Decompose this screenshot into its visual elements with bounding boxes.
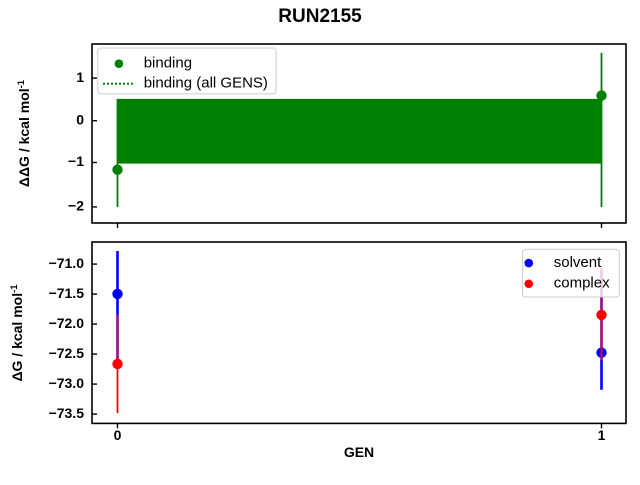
svg-text:−73.5: −73.5 [49, 405, 85, 421]
svg-text:solvent: solvent [554, 254, 602, 271]
svg-text:complex: complex [554, 275, 610, 292]
svg-text:1: 1 [598, 427, 606, 443]
svg-text:1: 1 [76, 69, 84, 85]
svg-text:0: 0 [76, 111, 84, 127]
svg-text:−72.5: −72.5 [49, 345, 85, 361]
svg-text:ΔΔG / kcal mol-1: ΔΔG / kcal mol-1 [16, 79, 32, 187]
svg-text:−2: −2 [68, 198, 84, 214]
svg-text:−72.0: −72.0 [49, 315, 85, 331]
svg-text:−73.0: −73.0 [49, 375, 85, 391]
svg-text:binding: binding [144, 55, 192, 72]
svg-text:ΔG / kcal mol-1: ΔG / kcal mol-1 [9, 284, 25, 382]
svg-text:−71.5: −71.5 [49, 285, 85, 301]
svg-text:binding (all GENS): binding (all GENS) [144, 75, 268, 92]
svg-text:GEN: GEN [344, 444, 374, 460]
svg-text:0: 0 [114, 427, 122, 443]
svg-text:−1: −1 [68, 153, 84, 169]
svg-text:−71.0: −71.0 [49, 255, 85, 271]
svg-text:RUN2155: RUN2155 [278, 6, 362, 27]
